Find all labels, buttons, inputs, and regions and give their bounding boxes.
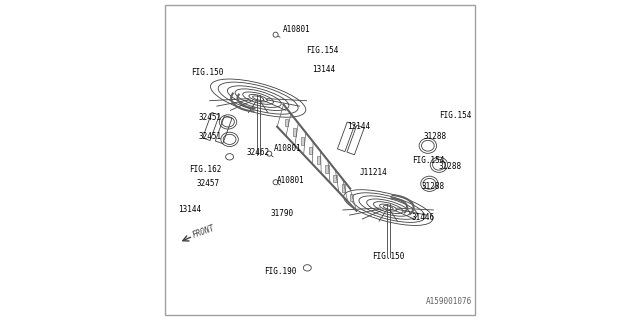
Text: FRONT: FRONT [191,223,216,240]
Text: FIG.154: FIG.154 [439,111,471,120]
Text: A10801: A10801 [274,144,301,153]
Text: 31446: 31446 [412,212,435,222]
Bar [342,184,345,192]
Bar [301,138,304,145]
Text: FIG.154: FIG.154 [412,156,444,164]
Text: 31288: 31288 [439,162,462,171]
Text: 32462: 32462 [246,148,269,156]
Text: 32451: 32451 [198,113,221,122]
Bar [349,194,353,201]
Text: J11214: J11214 [360,168,387,177]
Text: 13144: 13144 [178,205,201,214]
Text: A159001076: A159001076 [426,297,472,306]
Bar [347,125,364,155]
Text: FIG.150: FIG.150 [191,68,223,77]
Text: 31288: 31288 [423,132,446,141]
Text: 32451: 32451 [198,132,221,141]
Bar [285,119,288,126]
Text: FIG.162: FIG.162 [189,165,221,174]
Text: 31790: 31790 [271,209,294,219]
Text: FIG.190: FIG.190 [264,267,296,276]
Text: 31288: 31288 [422,182,445,191]
Bar [203,112,220,140]
Text: A10801: A10801 [277,176,305,185]
Bar [337,122,355,152]
Bar [293,128,296,136]
Text: 13144: 13144 [312,65,335,74]
Text: 32457: 32457 [197,179,220,188]
Bar [215,116,232,144]
Text: A10801: A10801 [283,25,310,35]
Bar [333,175,337,182]
Text: 13144: 13144 [347,122,370,131]
Bar [309,147,312,155]
Text: FIG.154: FIG.154 [306,46,338,55]
Bar [325,165,328,173]
Text: FIG.150: FIG.150 [372,252,404,261]
Bar [317,156,321,164]
